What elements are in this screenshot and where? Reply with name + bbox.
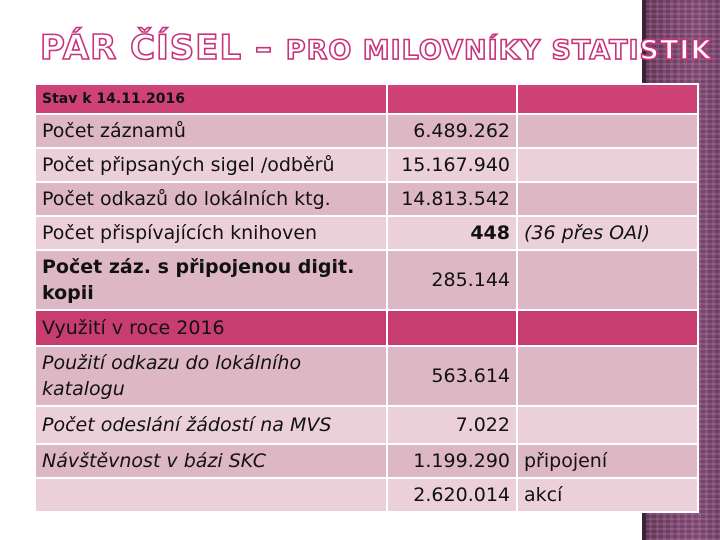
subheader-empty-cell <box>386 309 518 347</box>
table-row: Počet odkazů do lokálních ktg. 14.813.54… <box>34 181 699 217</box>
subheader-label: Využití v roce 2016 <box>34 309 388 347</box>
row-note <box>516 181 699 217</box>
row-value: 15.167.940 <box>386 147 518 183</box>
row-note <box>516 249 699 311</box>
table-row: Počet záznamů 6.489.262 <box>34 113 699 149</box>
row-note: připojení <box>516 443 699 479</box>
row-label: Použití odkazu do lokálního katalogu <box>34 345 388 407</box>
table-row: Počet záz. s připojenou digit. kopii 285… <box>34 249 699 311</box>
table-row: 2.620.014 akcí <box>34 477 699 513</box>
row-note: akcí <box>516 477 699 513</box>
header-empty-cell <box>386 83 518 115</box>
row-value: 7.022 <box>386 405 518 445</box>
table-row: Počet přispívajících knihoven 448 (36 př… <box>34 215 699 251</box>
page-title: PÁR ČÍSEL – PRO MILOVNÍKY STATISTIK <box>39 27 713 69</box>
table-row: Počet připsaných sigel /odběrů 15.167.94… <box>34 147 699 183</box>
row-label: Počet odkazů do lokálních ktg. <box>34 181 388 217</box>
table-subheader-row: Využití v roce 2016 <box>34 309 699 347</box>
table-row: Počet odeslání žádostí na MVS 7.022 <box>34 405 699 445</box>
title-main: PÁR ČÍSEL – <box>39 27 286 69</box>
subheader-empty-cell <box>516 309 699 347</box>
row-value: 2.620.014 <box>386 477 518 513</box>
table-header-row: Stav k 14.11.2016 <box>34 83 699 115</box>
row-label: Návštěvnost v bázi SKC <box>34 443 388 479</box>
header-empty-cell <box>516 83 699 115</box>
row-value: 563.614 <box>386 345 518 407</box>
row-label: Počet záznamů <box>34 113 388 149</box>
row-value: 1.199.290 <box>386 443 518 479</box>
statistics-table: Stav k 14.11.2016 Počet záznamů 6.489.26… <box>34 83 699 513</box>
table-row: Použití odkazu do lokálního katalogu 563… <box>34 345 699 407</box>
row-note: (36 přes OAI) <box>516 215 699 251</box>
title-sub: PRO MILOVNÍKY STATISTIK <box>285 34 713 67</box>
row-label: Počet odeslání žádostí na MVS <box>34 405 388 445</box>
row-value: 448 <box>386 215 518 251</box>
row-value: 6.489.262 <box>386 113 518 149</box>
header-date-label: Stav k 14.11.2016 <box>34 83 388 115</box>
table-row: Návštěvnost v bázi SKC 1.199.290 připoje… <box>34 443 699 479</box>
row-note <box>516 113 699 149</box>
row-value: 285.144 <box>386 249 518 311</box>
row-label: Počet záz. s připojenou digit. kopii <box>34 249 388 311</box>
row-label: Počet přispívajících knihoven <box>34 215 388 251</box>
row-note <box>516 405 699 445</box>
row-value: 14.813.542 <box>386 181 518 217</box>
row-note <box>516 147 699 183</box>
row-label <box>34 477 388 513</box>
row-note <box>516 345 699 407</box>
row-label: Počet připsaných sigel /odběrů <box>34 147 388 183</box>
